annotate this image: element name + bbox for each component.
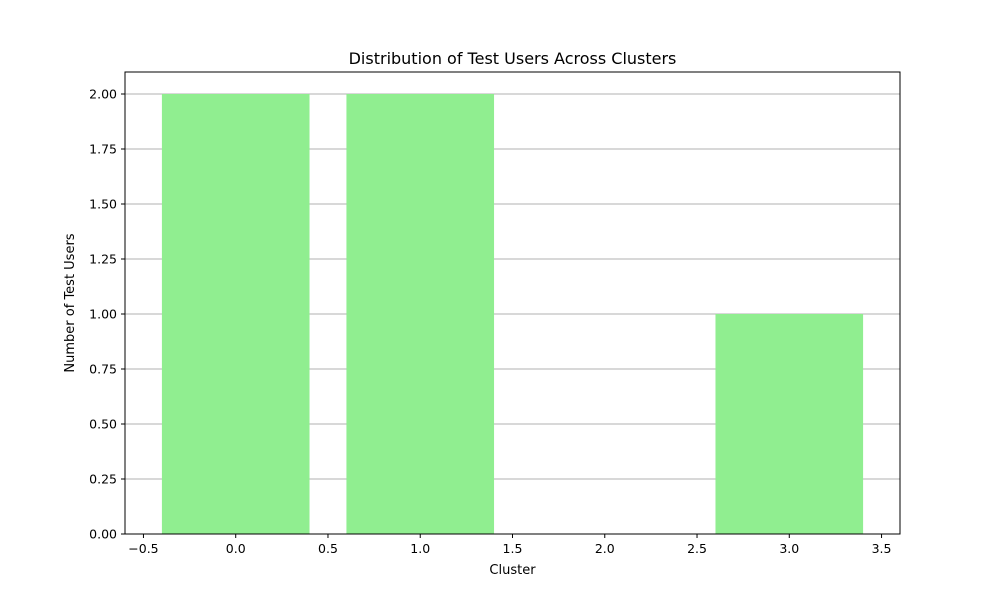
x-axis-ticks: −0.5 0.0 0.5 1.0 1.5 2.0 2.5 3.0 3.5 (128, 534, 891, 556)
y-tick-label-6: 1.50 (89, 197, 117, 212)
y-tick-label-0: 0.00 (89, 527, 117, 542)
x-tick-label-6: 2.5 (687, 541, 707, 556)
bar-cluster-0 (161, 94, 310, 534)
x-tick-label-8: 3.5 (872, 541, 892, 556)
x-axis-label: Cluster (489, 563, 536, 578)
bars (161, 94, 864, 534)
y-tick-label-3: 0.75 (89, 362, 117, 377)
y-tick-label-4: 1.00 (89, 307, 117, 322)
x-tick-label-0: −0.5 (128, 541, 158, 556)
y-tick-label-5: 1.25 (89, 252, 117, 267)
y-axis-label: Number of Test Users (63, 233, 78, 372)
x-tick-label-2: 0.5 (318, 541, 338, 556)
bar-cluster-1 (346, 94, 495, 534)
y-tick-label-8: 2.00 (89, 87, 117, 102)
y-axis-ticks: 0.00 0.25 0.50 0.75 1.00 1.25 1.50 1.75 2.00 (89, 87, 125, 542)
x-tick-label-5: 2.0 (595, 541, 615, 556)
x-tick-label-1: 0.0 (226, 541, 246, 556)
x-tick-label-3: 1.0 (410, 541, 430, 556)
chart-title: Distribution of Test Users Across Cluste… (349, 49, 677, 68)
y-tick-label-2: 0.50 (89, 417, 117, 432)
bar-cluster-3 (715, 314, 864, 534)
y-tick-label-1: 0.25 (89, 472, 117, 487)
x-tick-label-4: 1.5 (503, 541, 523, 556)
x-tick-label-7: 3.0 (779, 541, 799, 556)
y-tick-label-7: 1.75 (89, 142, 117, 157)
